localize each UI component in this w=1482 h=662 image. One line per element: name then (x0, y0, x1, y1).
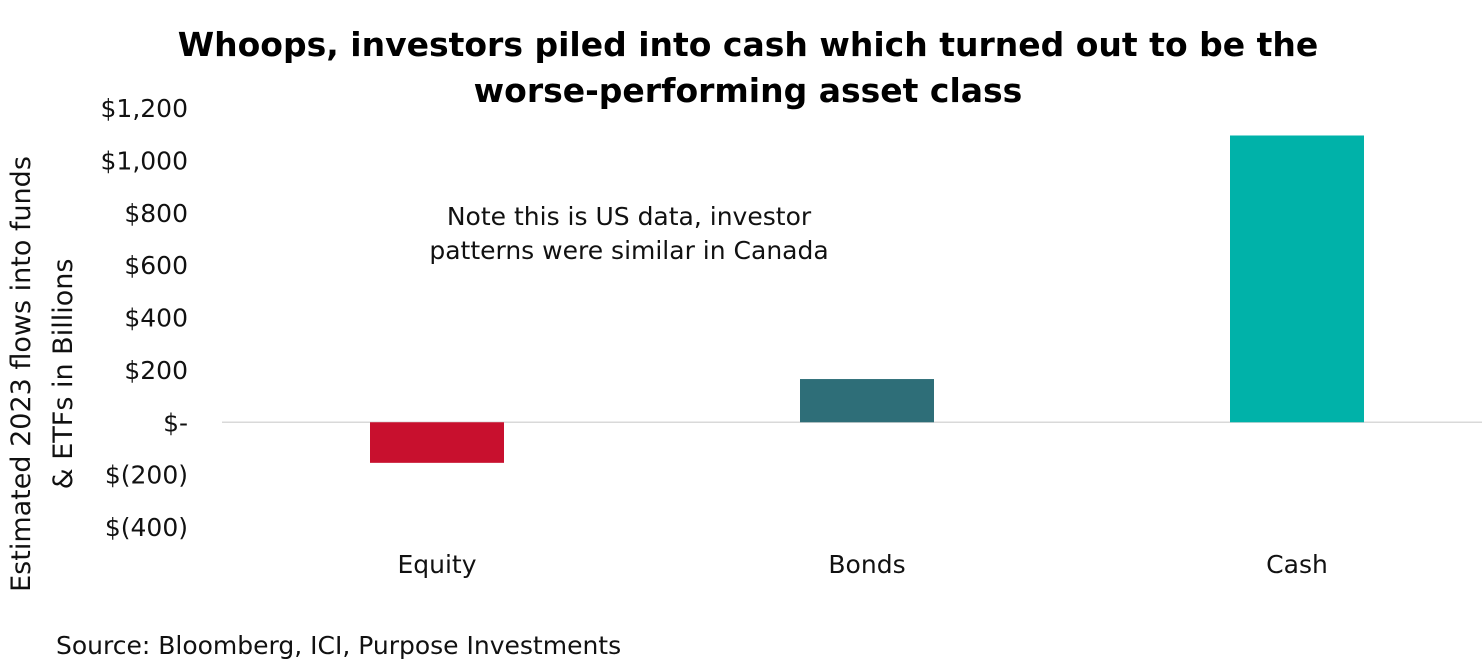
x-category-label: Bonds (828, 550, 905, 579)
y-axis-ticks: $1,200 $1,000 $800 $600 $400 $200 $- $(200) $(40… (101, 94, 188, 542)
source-note: Source: Bloomberg, ICI, Purpose Investme… (56, 631, 621, 660)
x-axis-categories: Equity Bonds Cash (397, 550, 1327, 579)
chart-title-line-2: worse-performing asset class (474, 71, 1023, 110)
bar-bonds (800, 379, 934, 423)
y-tick-label: $1,200 (101, 94, 188, 123)
chart-title: Whoops, investors piled into cash which … (178, 25, 1319, 110)
y-tick-label: $1,000 (101, 146, 188, 175)
x-category-label: Cash (1266, 550, 1328, 579)
y-tick-label: $400 (124, 304, 188, 333)
annotation-line-2: patterns were similar in Canada (429, 236, 828, 265)
y-axis-label-line-1: Estimated 2023 flows into funds (6, 156, 37, 592)
y-tick-label: $(400) (105, 513, 188, 542)
annotation-note: Note this is US data, investor patterns … (429, 202, 828, 265)
annotation-line-1: Note this is US data, investor (447, 202, 812, 231)
y-tick-label: $- (163, 408, 188, 437)
y-axis-label: Estimated 2023 flows into funds & ETFs i… (6, 156, 79, 592)
y-tick-label: $200 (124, 356, 188, 385)
bar-cash (1230, 135, 1364, 423)
x-category-label: Equity (397, 550, 476, 579)
y-tick-label: $600 (124, 251, 188, 280)
chart-title-line-1: Whoops, investors piled into cash which … (178, 25, 1319, 64)
y-tick-label: $800 (124, 199, 188, 228)
bars (370, 135, 1364, 463)
y-tick-label: $(200) (105, 461, 188, 490)
y-axis-label-line-2: & ETFs in Billions (48, 259, 79, 490)
bar-equity (370, 422, 504, 463)
